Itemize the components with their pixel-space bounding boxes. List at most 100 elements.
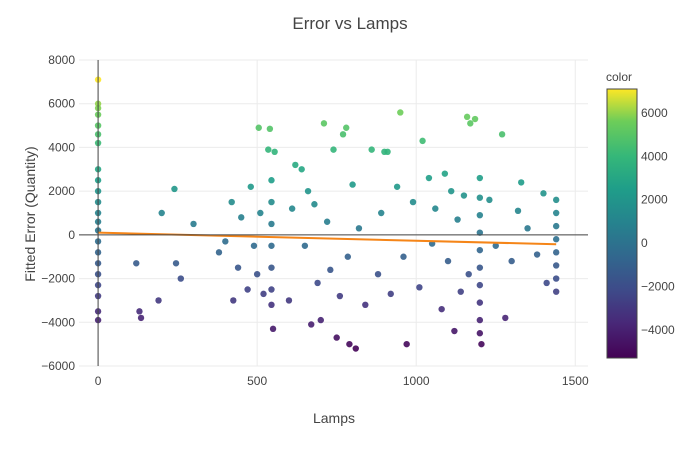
data-point — [260, 290, 267, 298]
data-point — [552, 222, 560, 230]
y-tick-label: −6000 — [41, 359, 75, 373]
data-point — [552, 262, 560, 269]
data-point — [238, 214, 245, 221]
data-point — [552, 196, 560, 204]
data-point — [387, 290, 394, 298]
data-point — [292, 161, 299, 169]
grid: 0 500 1000 1500 −6000 −4000 −2000 0 2000 4000 6000… — [41, 53, 589, 388]
data-point — [311, 201, 318, 208]
y-tick-label: 2000 — [48, 184, 75, 198]
data-point — [508, 257, 515, 265]
x-tick-label: 1500 — [562, 374, 589, 388]
data-point — [268, 286, 275, 293]
data-point — [438, 305, 445, 313]
data-point — [463, 113, 471, 121]
data-point — [172, 260, 180, 267]
data-point — [339, 131, 347, 138]
data-point — [343, 124, 350, 131]
x-tick-label: 0 — [95, 374, 102, 388]
data-point — [471, 115, 479, 123]
data-point — [533, 251, 541, 258]
y-axis-label: Fitted Error (Quantity) — [22, 146, 38, 281]
data-point — [349, 181, 356, 188]
data-point — [355, 225, 363, 232]
data-point — [257, 209, 264, 217]
colorbar-tick-label: −4000 — [641, 323, 675, 337]
data-point — [330, 146, 337, 153]
data-point — [327, 266, 334, 274]
data-point — [352, 345, 359, 352]
data-point — [476, 174, 484, 182]
data-point — [268, 177, 275, 184]
data-point — [136, 308, 143, 315]
data-point — [215, 249, 223, 256]
data-point — [333, 334, 340, 341]
data-point — [552, 209, 560, 217]
data-point — [171, 185, 178, 193]
data-point — [304, 187, 312, 195]
data-point — [502, 314, 509, 322]
colorbar-tick-label: 4000 — [641, 149, 668, 163]
y-tick-label: −4000 — [41, 315, 75, 329]
data-point — [460, 192, 468, 199]
colorbar-scale — [606, 88, 638, 359]
colorbar: color −4000 −2000 0 2000 4000 6000 — [606, 70, 675, 359]
x-tick-label: 1000 — [403, 374, 430, 388]
data-point — [432, 205, 439, 212]
data-point — [133, 260, 140, 267]
colorbar-tick-label: 2000 — [641, 193, 668, 207]
data-point — [336, 292, 344, 300]
x-axis-label: Lamps — [313, 410, 355, 426]
data-point — [476, 194, 484, 201]
data-point — [476, 229, 484, 236]
data-point — [400, 253, 407, 260]
colorbar-tick-label: 6000 — [641, 106, 668, 120]
data-point — [177, 275, 184, 282]
data-point — [368, 146, 375, 153]
data-point — [190, 220, 197, 228]
data-point — [301, 242, 309, 249]
data-point — [247, 183, 254, 190]
data-point — [384, 148, 391, 155]
data-point — [244, 286, 251, 293]
data-point — [378, 209, 385, 217]
data-point — [476, 281, 484, 289]
data-point — [403, 340, 410, 348]
data-point — [222, 238, 229, 245]
data-point — [517, 179, 525, 186]
data-point — [416, 284, 423, 291]
data-point — [498, 131, 506, 138]
data-point — [454, 216, 461, 223]
data-point — [476, 330, 484, 337]
data-point — [362, 301, 369, 308]
data-point — [268, 220, 275, 228]
data-point — [425, 174, 433, 182]
data-point — [409, 198, 417, 206]
data-point — [268, 198, 275, 206]
data-point — [250, 242, 258, 249]
data-point — [320, 120, 328, 127]
data-point — [476, 211, 484, 219]
data-point — [374, 271, 382, 278]
data-point — [451, 327, 458, 335]
data-point — [476, 316, 484, 324]
data-point — [268, 264, 275, 271]
y-tick-label: 0 — [68, 228, 75, 242]
data-point — [268, 242, 275, 249]
data-point — [543, 279, 550, 287]
chart-title: Error vs Lamps — [292, 14, 407, 33]
data-point — [317, 316, 324, 324]
data-point — [308, 321, 315, 328]
y-tick-label: 6000 — [48, 97, 75, 111]
data-point — [448, 187, 455, 195]
data-point — [457, 288, 464, 295]
data-point — [346, 340, 353, 348]
data-point — [314, 279, 321, 287]
y-tick-label: 8000 — [48, 53, 75, 67]
colorbar-title: color — [606, 70, 632, 84]
data-points — [94, 76, 560, 352]
y-tick-label: 4000 — [48, 140, 75, 154]
data-point — [465, 271, 472, 278]
data-point — [269, 325, 277, 333]
